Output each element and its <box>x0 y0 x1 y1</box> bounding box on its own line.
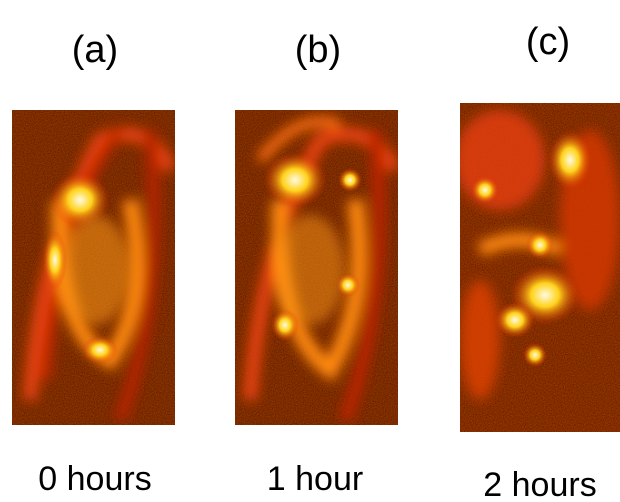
image-c <box>455 103 620 432</box>
panel-caption: 2 hours <box>483 466 596 502</box>
panel-label: (c) <box>526 21 570 63</box>
image-b <box>235 110 398 425</box>
panel-caption: 0 hours <box>38 460 151 498</box>
figure: (a) (b) (c) 0 hours 1 hour 2 hours <box>0 0 620 502</box>
image-a <box>12 110 175 425</box>
panel-label: (a) <box>72 29 118 71</box>
panel-label: (b) <box>295 29 341 71</box>
panel-caption: 1 hour <box>267 460 363 498</box>
